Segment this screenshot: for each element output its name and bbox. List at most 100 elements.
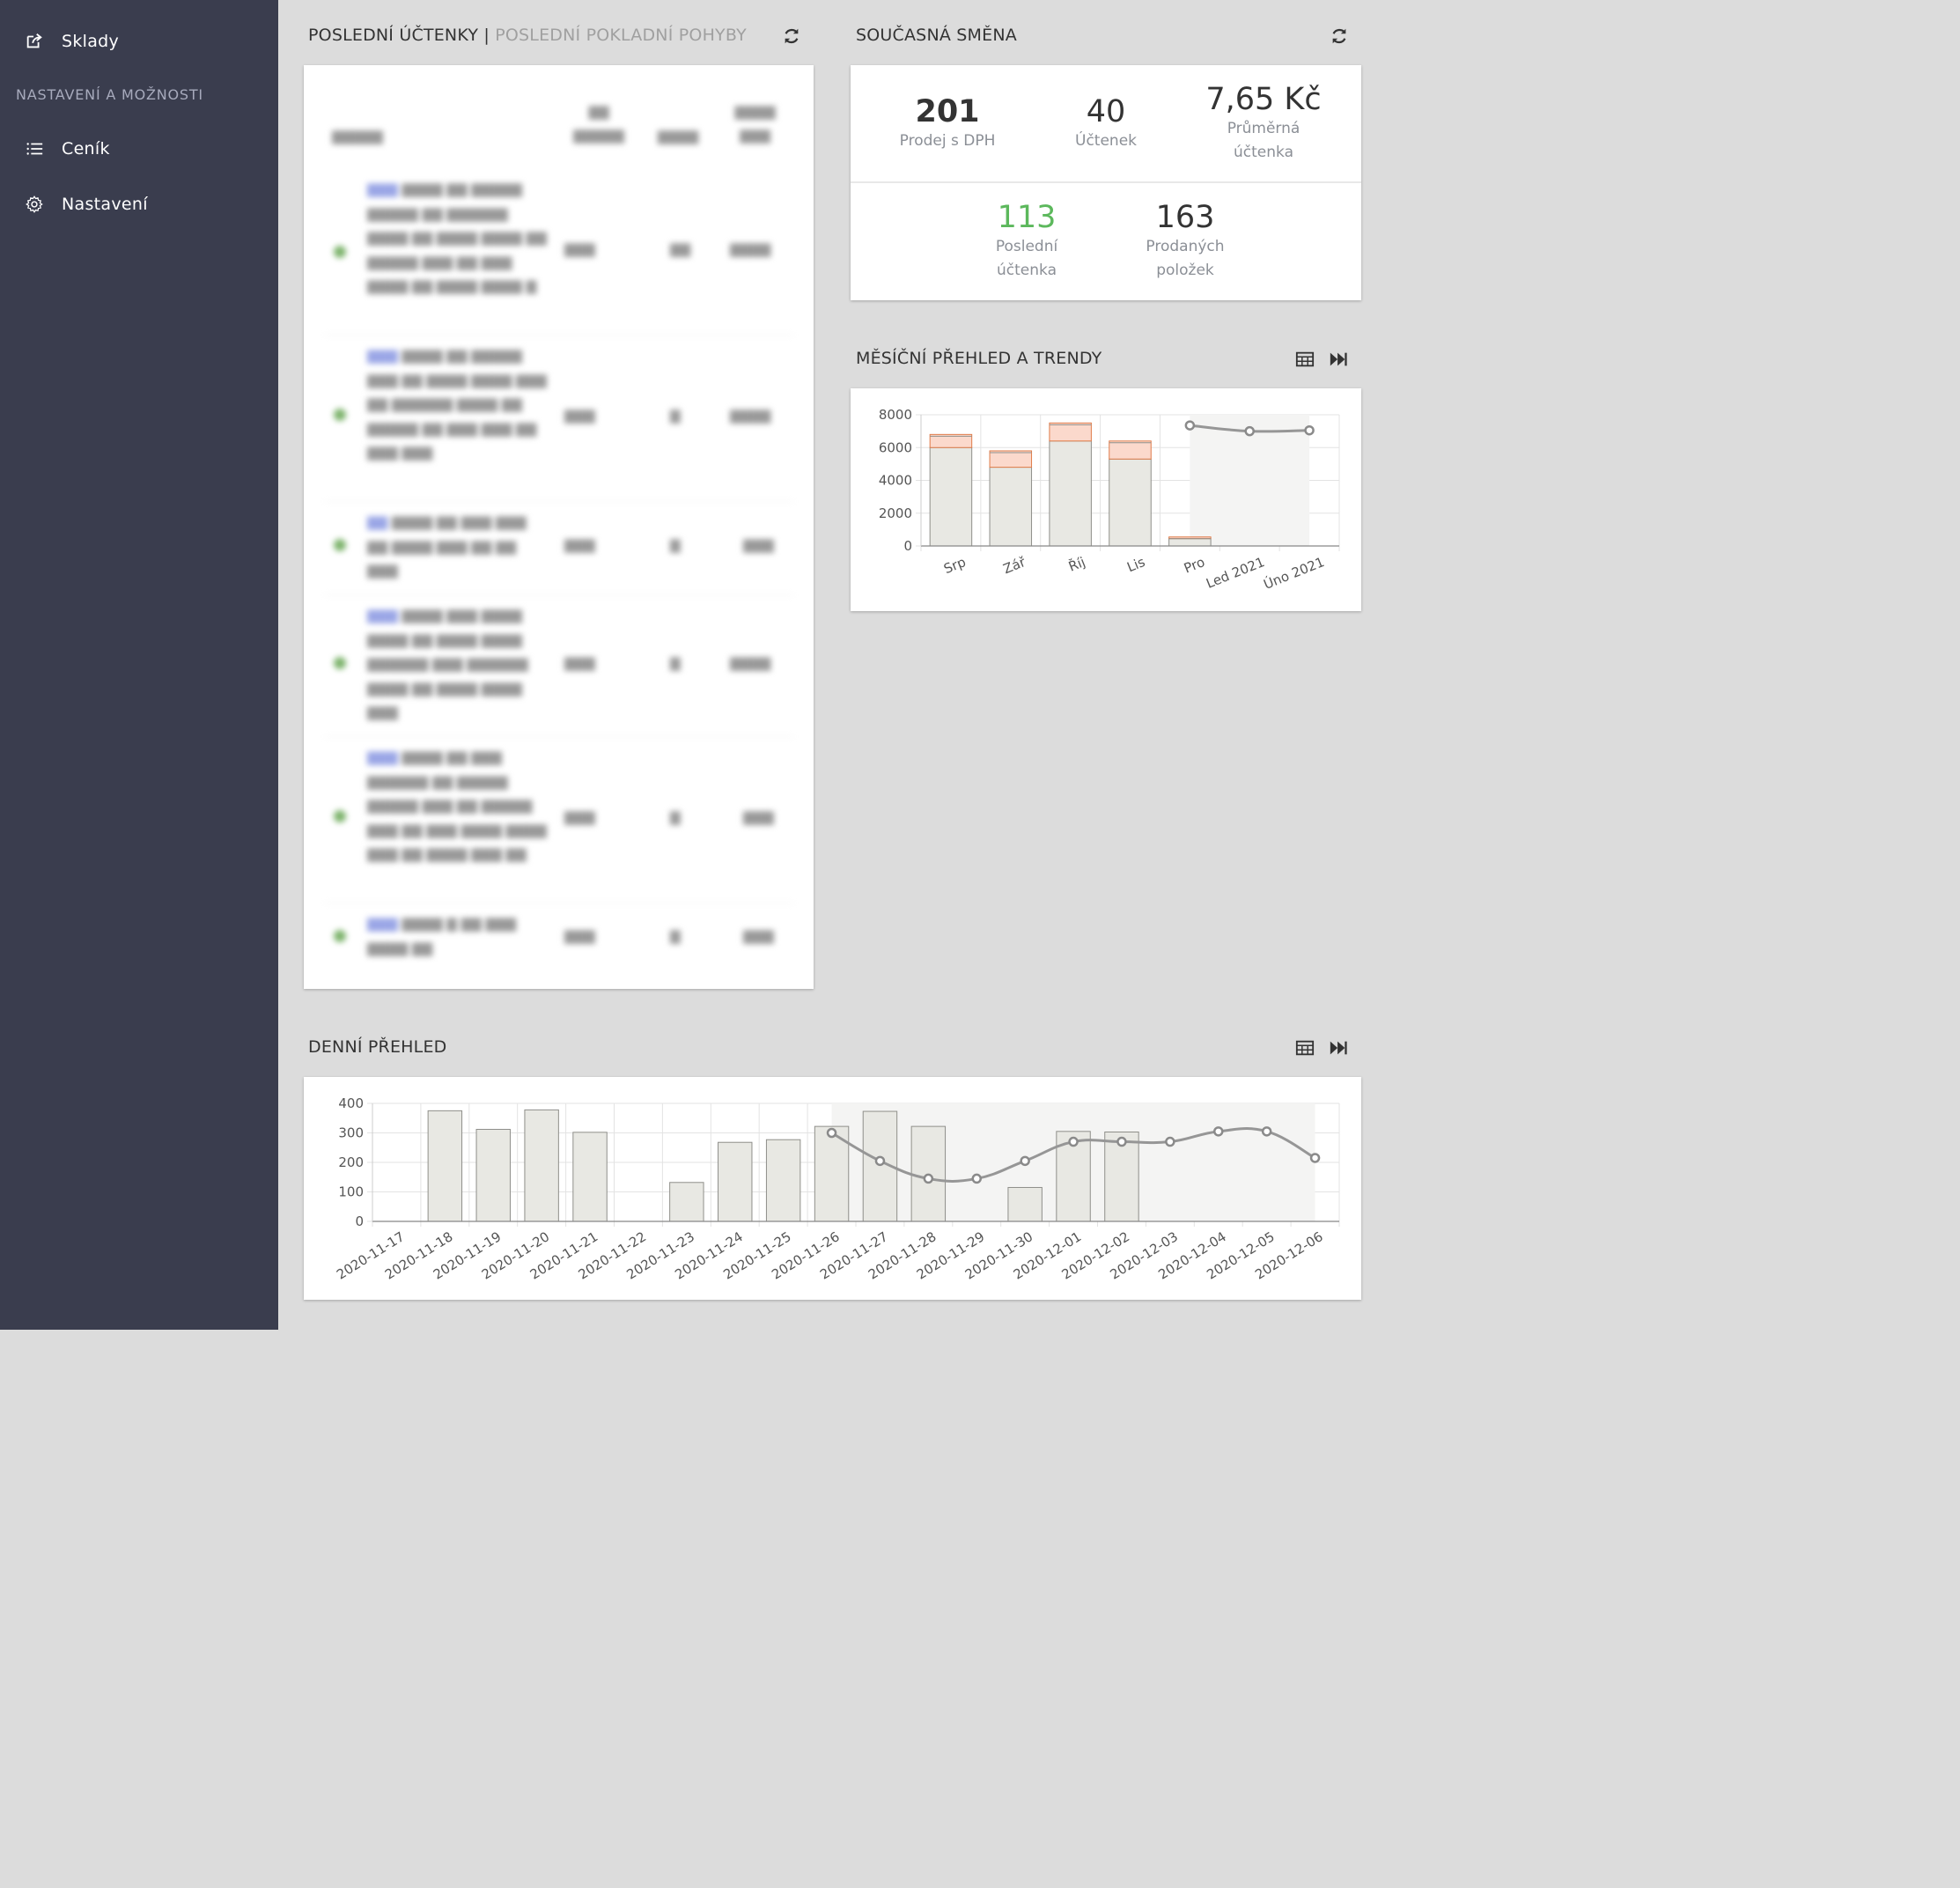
y-tick-label: 0	[903, 538, 912, 554]
shift-panel-title: SOUČASNÁ SMĚNA	[856, 26, 1017, 45]
bar-stack-segment	[1109, 440, 1152, 460]
table-row[interactable]: ▇▇▇ ▇▇▇▇ ▇▇ ▇▇▇▇▇ ▇▇▇▇▇ ▇▇ ▇▇▇▇▇▇ ▇▇▇▇ ▇…	[325, 169, 793, 336]
receipts-panel-title: POSLEDNÍ ÚČTENKY | POSLEDNÍ POKLADNÍ POH…	[308, 26, 747, 45]
receipt-items: ▇▇▇ ▇▇▇▇ ▇▇▇ ▇▇▇▇ ▇▇▇▇ ▇▇ ▇▇▇▇ ▇▇▇▇ ▇▇▇▇…	[367, 608, 528, 720]
receipt-items: ▇▇▇ ▇▇▇▇ ▇▇ ▇▇▇ ▇▇▇▇▇▇ ▇▇ ▇▇▇▇▇ ▇▇▇▇▇ ▇▇…	[367, 749, 547, 862]
status-dot	[334, 657, 346, 669]
bar	[475, 1128, 511, 1222]
table-icon[interactable]	[1295, 1038, 1315, 1058]
status-dot	[334, 409, 346, 421]
status-dot	[334, 539, 346, 551]
trend-point	[1261, 1126, 1272, 1137]
x-tick-label: Pro	[1182, 554, 1207, 577]
status-dot	[334, 246, 346, 258]
stat-label: účtenka	[1234, 144, 1293, 161]
table-row[interactable]: ▇▇ ▇▇▇▇ ▇▇ ▇▇▇ ▇▇▇ ▇▇ ▇▇▇▇ ▇▇▇ ▇▇ ▇▇ ▇▇▇…	[325, 502, 793, 595]
daily-chart-card: 0 100 200 300 400 2020-11-17 2020-11-18 2020-11…	[304, 1077, 1361, 1300]
stat-receipts: 40 Účtenek	[1035, 94, 1176, 153]
tab-separator: |	[478, 26, 496, 45]
status-dot	[334, 810, 346, 822]
bar	[1109, 458, 1152, 547]
stat-average-receipt: 7,65 Kč Průměrná účtenka	[1189, 82, 1338, 165]
bar	[1007, 1186, 1043, 1222]
shift-card: 201 Prodej s DPH 40 Účtenek 7,65 Kč Prům…	[851, 65, 1361, 300]
receipt-items: ▇▇▇ ▇▇▇▇ ▇ ▇▇ ▇▇▇ ▇▇▇▇ ▇▇	[367, 916, 517, 956]
bar	[524, 1109, 559, 1222]
receipts-column-header: ▇▇▇▇▇▇▇	[573, 104, 624, 144]
trend-point	[1213, 1126, 1224, 1137]
trend-point	[923, 1173, 934, 1184]
y-tick-label: 0	[355, 1213, 364, 1229]
sidebar-item-cenik[interactable]: Ceník	[25, 139, 110, 159]
table-row[interactable]: ▇▇▇ ▇▇▇▇ ▇▇ ▇▇▇ ▇▇▇▇▇▇ ▇▇ ▇▇▇▇▇ ▇▇▇▇▇ ▇▇…	[325, 737, 793, 903]
sidebar-section-title: NASTAVENÍ A MOŽNOSTI	[16, 86, 203, 103]
trend-point	[1309, 1153, 1321, 1163]
sidebar: Sklady NASTAVENÍ A MOŽNOSTI Ceník Nastav…	[0, 0, 278, 1330]
y-tick-label: 400	[338, 1095, 364, 1111]
refresh-icon[interactable]	[782, 26, 801, 46]
sidebar-item-label: Sklady	[62, 32, 120, 51]
bar	[929, 446, 973, 547]
refresh-icon[interactable]	[1330, 26, 1349, 46]
trend-point	[1304, 424, 1315, 436]
fast-forward-icon[interactable]	[1329, 1038, 1348, 1058]
bar	[1104, 1131, 1139, 1222]
monthly-panel-title: MĚSÍČNÍ PŘEHLED A TRENDY	[856, 349, 1102, 368]
list-icon	[26, 143, 43, 155]
stat-value: 201	[915, 94, 980, 129]
y-tick-label: 300	[338, 1125, 364, 1141]
y-tick-label: 200	[338, 1154, 364, 1170]
receipt-items: ▇▇ ▇▇▇▇ ▇▇ ▇▇▇ ▇▇▇ ▇▇ ▇▇▇▇ ▇▇▇ ▇▇ ▇▇ ▇▇▇	[367, 514, 527, 579]
stat-label: Účtenek	[1075, 132, 1137, 150]
receipts-card: ▇▇▇▇▇ ▇▇ ▇▇▇▇▇ ▇▇▇▇ ▇▇▇▇ ▇▇▇ ▇▇▇ ▇▇▇▇ ▇▇ ▇…	[304, 65, 814, 989]
x-tick-label: Říj	[1066, 553, 1088, 575]
y-tick-label: 4000	[879, 473, 912, 489]
receipts-table: ▇▇▇▇▇ ▇▇ ▇▇▇▇▇ ▇▇▇▇ ▇▇▇▇ ▇▇▇ ▇▇▇ ▇▇▇▇ ▇▇ ▇…	[304, 65, 814, 989]
table-row[interactable]: ▇▇▇ ▇▇▇▇ ▇▇▇ ▇▇▇▇ ▇▇▇▇ ▇▇ ▇▇▇▇ ▇▇▇▇ ▇▇▇▇…	[325, 595, 793, 737]
bar	[572, 1132, 608, 1222]
bar	[814, 1125, 850, 1222]
bar	[427, 1110, 463, 1222]
receipts-column-header: ▇▇▇▇▇	[332, 129, 383, 144]
stat-items-sold: 163 Prodaných položek	[1115, 200, 1256, 283]
stat-last-receipt: 113 Poslední účtenka	[956, 200, 1097, 283]
table-row[interactable]: ▇▇▇ ▇▇▇▇ ▇ ▇▇ ▇▇▇ ▇▇▇▇ ▇▇ ▇▇▇ ▇ ▇▇▇	[325, 903, 793, 974]
tab-recent-receipts[interactable]: POSLEDNÍ ÚČTENKY	[308, 26, 479, 45]
trend-point	[1165, 1136, 1175, 1147]
fast-forward-icon[interactable]	[1329, 350, 1348, 369]
bar	[718, 1141, 753, 1222]
trend-point	[826, 1127, 837, 1139]
sidebar-item-label: Nastavení	[62, 195, 148, 214]
stat-label: Poslední	[995, 238, 1058, 255]
receipts-column-header: ▇▇▇▇▇▇▇	[734, 104, 776, 144]
monthly-chart-card: 0 2000 4000 6000 8000 Srp Zář Říj Lis Pro Led 2021…	[851, 388, 1361, 611]
sidebar-item-sklady[interactable]: Sklady	[25, 32, 119, 51]
daily-chart: 01002003004002020-11-172020-11-182020-11…	[334, 1095, 1340, 1283]
table-icon[interactable]	[1295, 350, 1315, 369]
receipt-items: ▇▇▇ ▇▇▇▇ ▇▇ ▇▇▇▇▇ ▇▇▇▇▇ ▇▇ ▇▇▇▇▇▇ ▇▇▇▇ ▇…	[367, 181, 547, 294]
stat-sales: 201 Prodej s DPH	[877, 94, 1018, 153]
x-tick-label: Led 2021	[1204, 554, 1266, 592]
stat-label: Prodej s DPH	[899, 132, 996, 150]
bar	[989, 467, 1033, 547]
trend-point	[1244, 425, 1255, 437]
share-square-icon	[26, 33, 42, 48]
stat-label: Prodaných	[1146, 238, 1225, 255]
x-tick-label: Srp	[941, 554, 968, 577]
tab-cash-movements[interactable]: POSLEDNÍ POKLADNÍ POHYBY	[495, 26, 747, 45]
sidebar-item-nastaveni[interactable]: Nastavení	[25, 195, 148, 214]
bar	[669, 1182, 704, 1222]
stat-value: 163	[1155, 200, 1215, 235]
stat-value: 7,65 Kč	[1205, 82, 1322, 117]
receipts-column-header: ▇▇▇▇	[657, 129, 699, 144]
bar-stack-segment	[989, 450, 1033, 468]
x-tick-label: Úno 2021	[1261, 553, 1326, 593]
x-tick-label: Zář	[1001, 554, 1028, 578]
table-row[interactable]: ▇▇▇ ▇▇▇▇ ▇▇ ▇▇▇▇▇ ▇▇▇ ▇▇ ▇▇▇▇ ▇▇▇▇ ▇▇▇ ▇…	[325, 336, 793, 502]
y-tick-label: 2000	[879, 505, 912, 521]
stat-value: 113	[997, 200, 1057, 235]
trend-area	[1190, 415, 1310, 546]
stat-label: účtenka	[997, 262, 1057, 279]
stat-label: položek	[1156, 262, 1214, 279]
bar-stack-segment	[929, 433, 973, 448]
